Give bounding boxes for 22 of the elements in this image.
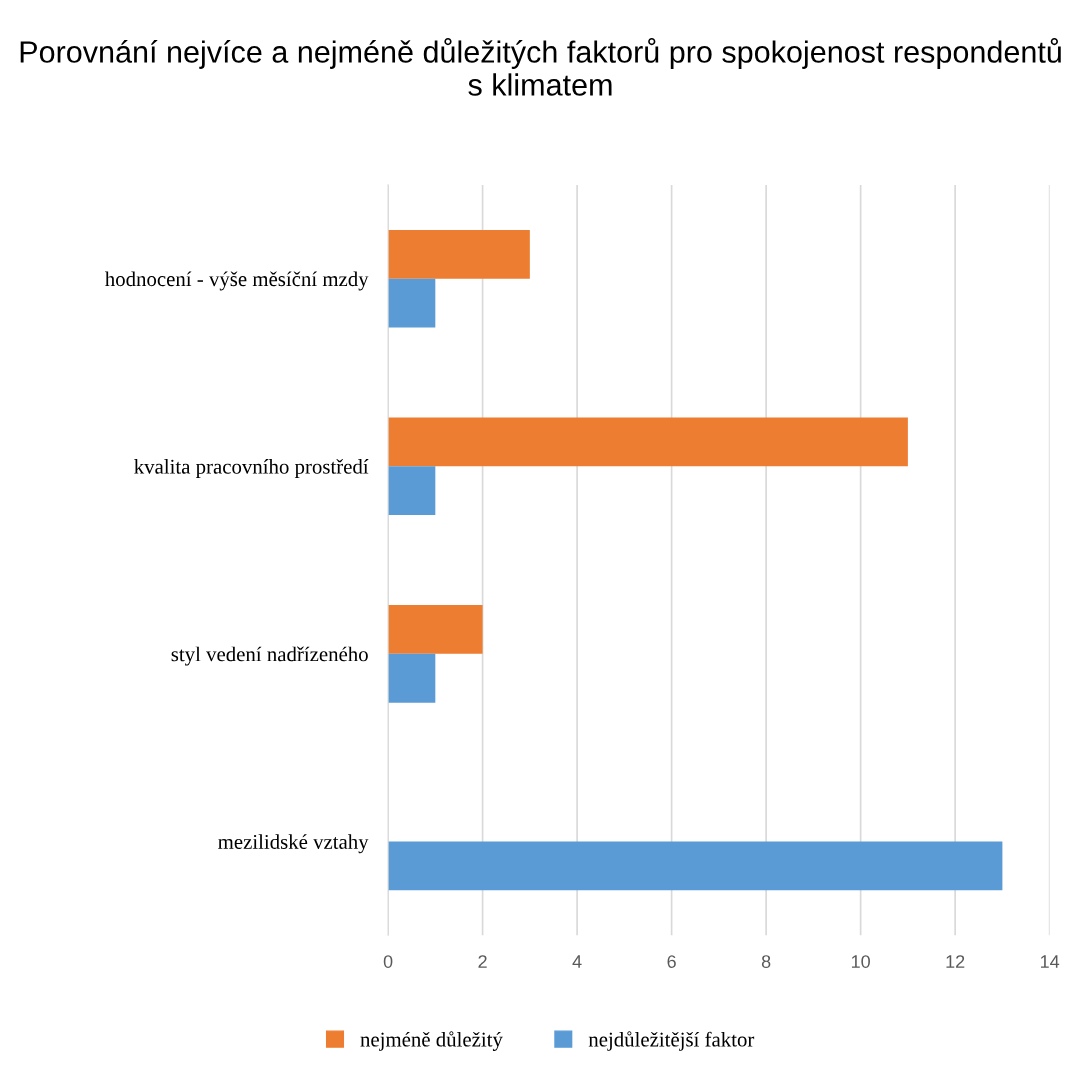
x-tick-label: 12 (946, 955, 965, 968)
bar (388, 417, 908, 467)
x-tick-label: 14 (1040, 955, 1060, 968)
x-tick-label: 4 (572, 955, 582, 968)
y-tick-label: mezilidské vztahy (218, 834, 369, 854)
bar (388, 278, 436, 328)
bar (388, 605, 483, 654)
legend-label: nejdůležitější faktor (588, 1031, 755, 1051)
x-tick-label: 0 (383, 955, 393, 968)
y-tick-label: hodnocení - výše měsíční mzdy (105, 271, 369, 291)
bar (388, 653, 436, 703)
y-tick-label: kvalita pracovního prostředí (134, 459, 369, 478)
legend-label: nejméně důležitý (360, 1031, 503, 1051)
x-tick-label: 2 (478, 955, 487, 968)
x-tick-label: 10 (851, 955, 870, 968)
bar (388, 229, 530, 279)
bar (388, 841, 1003, 891)
y-tick-label: styl vedení nadřízeného (171, 646, 368, 666)
x-tick-label: 8 (761, 955, 771, 968)
bar (388, 466, 436, 516)
chart-title: Porovnání nejvíce a nejméně důležitých faktorů pro spokojenost respondentů s klimatem (20, 37, 1061, 96)
x-tick-label: 6 (667, 955, 676, 968)
